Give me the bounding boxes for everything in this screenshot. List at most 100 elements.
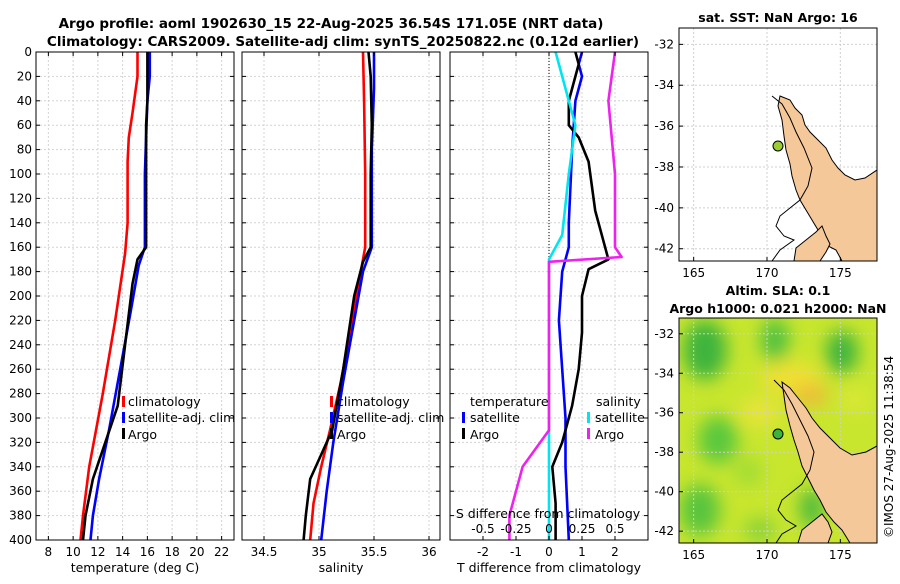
s-tick: 0.25 (569, 522, 596, 536)
argo-position-marker (772, 140, 784, 152)
difference-xlabel: T difference from climatology (456, 560, 642, 575)
series-line-argo (81, 52, 149, 540)
y-tick-label: 100 (9, 167, 32, 181)
map-x-tick-label: 175 (829, 548, 852, 562)
map-y-tick-label: -40 (654, 201, 674, 215)
series-line-climatology (308, 52, 367, 540)
y-tick-label: 380 (9, 509, 32, 523)
x-tick-label: 16 (140, 545, 155, 559)
legend-t-satellite: satellite (470, 410, 520, 425)
series-line-t-satellite (557, 52, 584, 540)
s-tick: 0.5 (605, 522, 624, 536)
figure-title-line1: Argo profile: aoml 1902630_15 22-Aug-202… (59, 16, 604, 32)
map-y-tick-label: -38 (654, 160, 674, 174)
s-tick: 0 (545, 522, 553, 536)
legend-climatology: climatology (337, 394, 410, 409)
sst-map-title: sat. SST: NaN Argo: 16 (698, 10, 858, 25)
series-line-s-satellite (547, 52, 577, 540)
s-tick: -0.5 (471, 522, 494, 536)
y-tick-label: 20 (17, 69, 32, 83)
y-tick-label: 340 (9, 460, 32, 474)
figure-title-line2: Climatology: CARS2009. Satellite-adj cli… (47, 34, 639, 50)
y-tick-label: 320 (9, 435, 32, 449)
legend-argo: Argo (337, 427, 366, 442)
y-tick-label: 40 (17, 94, 32, 108)
map-y-tick-label: -36 (654, 119, 674, 133)
s-tick: -0.25 (500, 522, 531, 536)
series-line-argo (302, 52, 374, 540)
land-north-island (781, 380, 877, 543)
land-south-island (793, 225, 831, 261)
land-north-island (777, 95, 877, 261)
salinity-panel: 34.5 35 35.5 36 salinity climatology satell… (241, 51, 444, 575)
x-tick-label: 35.5 (361, 545, 388, 559)
s-difference-label: S difference from climatology (456, 506, 641, 521)
y-tick-label: 220 (9, 313, 32, 327)
x-tick-label: 14 (115, 545, 130, 559)
temperature-legend: climatology satellite-adj. clim Argo (122, 394, 235, 442)
map-y-tick-label: -34 (654, 78, 674, 92)
y-tick-label: 200 (9, 289, 32, 303)
map-x-tick-label: 170 (756, 548, 779, 562)
y-tick-label: 360 (9, 484, 32, 498)
difference-panel: -2 -1 0 1 2 T difference from climatology S … (449, 51, 649, 575)
map-x-tick-label: 170 (756, 266, 779, 280)
map-y-tick-label: -40 (654, 485, 674, 499)
legend-t-argo: Argo (470, 427, 499, 442)
map-y-tick-label: -42 (654, 524, 674, 538)
map-x-tick-label: 175 (829, 266, 852, 280)
legend-salinity-title: salinity (596, 394, 641, 409)
y-tick-label: 60 (17, 118, 32, 132)
temperature-xlabel: temperature (deg C) (71, 560, 200, 575)
x-tick-label: 20 (189, 545, 204, 559)
x-tick-label: 2 (611, 545, 619, 559)
x-tick-label: 0 (545, 545, 553, 559)
x-tick-label: 8 (45, 545, 53, 559)
legend-temperature-title: temperature (470, 394, 549, 409)
argo-position-marker (772, 428, 784, 440)
sla-map-subtitle: Argo h1000: 0.021 h2000: NaN (669, 301, 886, 316)
map-x-tick-label: 165 (682, 266, 705, 280)
x-tick-label: -1 (510, 545, 522, 559)
y-tick-label: 140 (9, 216, 32, 230)
legend-satellite-adj: satellite-adj. clim (337, 410, 444, 425)
x-tick-label: 36 (421, 545, 436, 559)
series-line-climatology (79, 52, 139, 540)
y-tick-label: 240 (9, 338, 32, 352)
legend-satellite-adj: satellite-adj. clim (128, 410, 235, 425)
legend-s-argo: Argo (595, 427, 624, 442)
y-tick-label: 120 (9, 191, 32, 205)
imos-credit: ©IMOS 27-Aug-2025 11:38:54 (882, 356, 896, 538)
y-tick-label: 160 (9, 240, 32, 254)
difference-legend: temperature satellite Argo salinity sate… (462, 394, 645, 442)
sla-map: Altim. SLA: 0.1 Argo h1000: 0.021 h2000:… (654, 283, 886, 562)
map-y-tick-label: -42 (654, 242, 674, 256)
map-y-tick-label: -34 (654, 366, 674, 380)
salinity-xlabel: salinity (319, 560, 364, 575)
legend-climatology: climatology (128, 394, 201, 409)
series-line-s-argo (508, 52, 623, 540)
y-tick-label: 0 (24, 45, 32, 59)
x-tick-label: 12 (90, 545, 105, 559)
x-tick-label: 18 (164, 545, 179, 559)
shelf-contour (773, 379, 815, 543)
sla-map-title: Altim. SLA: 0.1 (726, 283, 831, 298)
sst-map: sat. SST: NaN Argo: 16 165 170 175 -32 -34 -3… (654, 10, 878, 280)
x-tick-label: 10 (65, 545, 80, 559)
legend-argo: Argo (128, 427, 157, 442)
salinity-legend: climatology satellite-adj. clim Argo (330, 394, 444, 442)
map-y-tick-label: -36 (654, 406, 674, 420)
y-tick-label: 80 (17, 143, 32, 157)
land-south-island (797, 513, 833, 543)
y-tick-label: 260 (9, 362, 32, 376)
map-y-tick-label: -38 (654, 445, 674, 459)
y-tick-label: 400 (9, 533, 32, 547)
x-tick-label: 34.5 (251, 545, 278, 559)
shelf-contour (771, 95, 813, 261)
map-y-tick-label: -32 (654, 327, 674, 341)
map-y-tick-label: -32 (654, 37, 674, 51)
x-tick-label: 35 (311, 545, 326, 559)
map-x-tick-label: 165 (682, 548, 705, 562)
y-tick-label: 300 (9, 411, 32, 425)
